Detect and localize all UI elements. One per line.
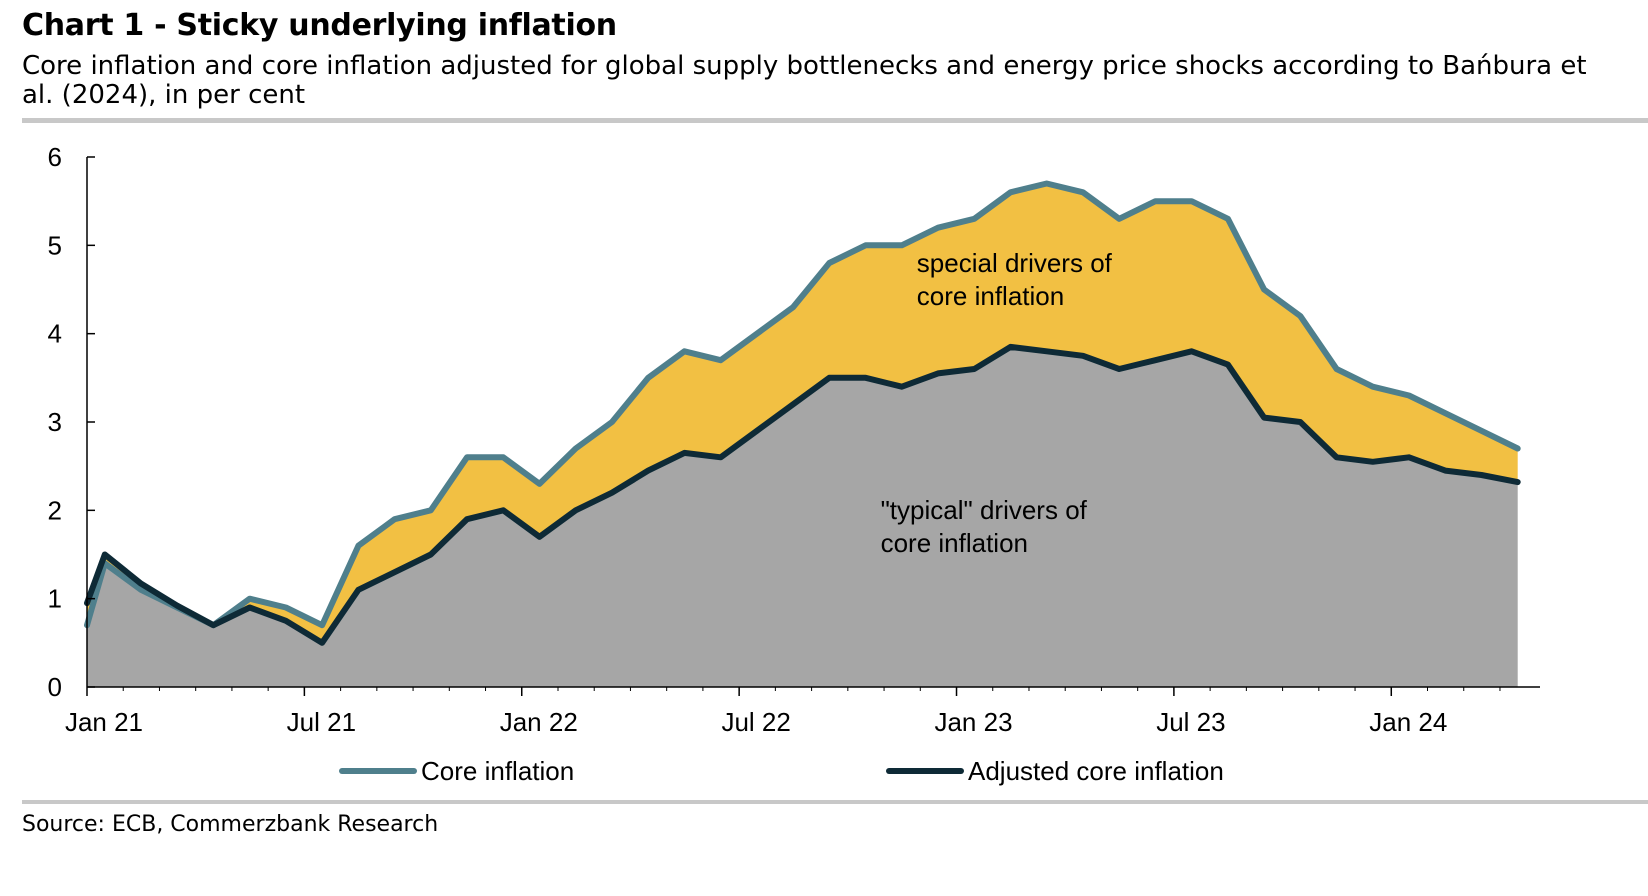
adjusted-core-inflation-line (84, 343, 1521, 646)
y-tick-label: 2 (48, 495, 62, 525)
x-tick-label: Jan 22 (500, 707, 578, 737)
special-drivers-area (87, 183, 1518, 643)
x-tick-label: Jan 23 (934, 707, 1012, 737)
x-tick-label: Jul 22 (721, 707, 790, 737)
legend-core-inflation-label: Core inflation (421, 756, 574, 786)
typical-drivers-area (87, 346, 1518, 687)
y-tick-label: 5 (48, 230, 62, 260)
y-tick-label: 6 (48, 142, 62, 172)
annotation-line: core inflation (917, 281, 1064, 311)
footer-divider (22, 800, 1648, 804)
y-tick-label: 1 (48, 584, 62, 614)
x-tick-label: Jan 21 (65, 707, 143, 737)
core-inflation-line (84, 180, 1521, 629)
typical-drivers-label: "typical" drivers of core inflation (881, 495, 1088, 558)
annotation-line: core inflation (881, 528, 1028, 558)
legend-adjusted-core-inflation-label: Adjusted core inflation (968, 756, 1224, 786)
inflation-chart: 0 1 2 3 4 5 6 Jan 21 Jul 21 Jan 22 Jul 22 Jan 23 Jul… (48, 142, 1540, 786)
special-drivers-label: special drivers of core inflation (917, 248, 1113, 311)
annotation-line: special drivers of (917, 248, 1113, 278)
x-tick-label: Jul 21 (287, 707, 356, 737)
chart-subtitle: Core inflation and core inflation adjust… (22, 51, 1587, 110)
y-tick-label: 4 (48, 319, 62, 349)
header-divider (22, 118, 1648, 123)
x-tick-label: Jul 23 (1156, 707, 1225, 737)
source-note: Source: ECB, Commerzbank Research (22, 812, 439, 837)
y-tick-label: 3 (48, 407, 62, 437)
annotation-line: "typical" drivers of (881, 495, 1088, 525)
y-tick-label: 0 (48, 672, 62, 702)
chart-title: Chart 1 - Sticky underlying inflation (22, 8, 617, 43)
x-tick-label: Jan 24 (1369, 707, 1447, 737)
